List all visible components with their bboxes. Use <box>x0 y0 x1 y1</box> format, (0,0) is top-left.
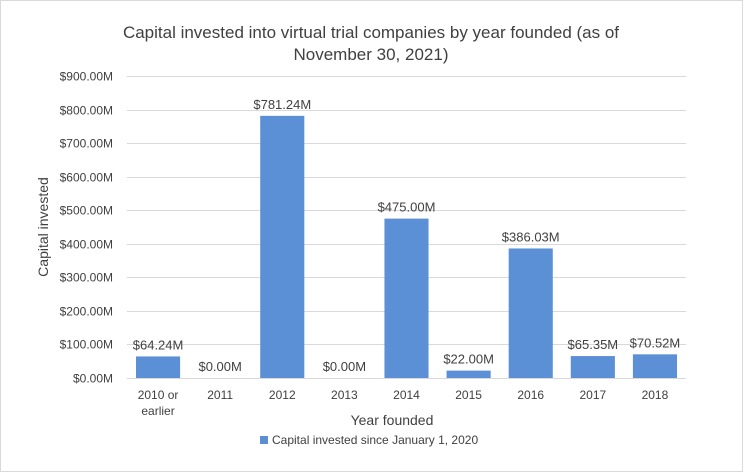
bar <box>136 356 181 378</box>
bar <box>384 218 429 378</box>
x-axis-ticks: 2010 or earlier 2011 2012 2013 2014 2015 2016 20… <box>138 388 669 418</box>
chart-title-line-1: Capital invested into virtual trial comp… <box>123 23 619 42</box>
data-label: $64.24M <box>133 337 184 352</box>
x-tick-label: 2013 <box>331 388 358 402</box>
x-tick-label: earlier <box>141 404 174 418</box>
data-labels: $64.24M $0.00M $781.24M $0.00M $475.00M $22.0… <box>133 97 680 374</box>
bar <box>446 370 491 378</box>
x-tick-label: 2010 or <box>138 388 179 402</box>
x-tick-label: 2017 <box>579 388 606 402</box>
chart-title: Capital invested into virtual trial comp… <box>123 23 619 64</box>
data-label: $0.00M <box>198 359 241 374</box>
y-tick-label: $100.00M <box>60 338 113 352</box>
x-tick-label: 2012 <box>269 388 296 402</box>
x-tick-label: 2011 <box>207 388 233 402</box>
y-tick-label: $0.00M <box>73 372 113 386</box>
data-label: $65.35M <box>568 337 619 352</box>
data-label: $70.52M <box>630 335 681 350</box>
y-tick-label: $700.00M <box>60 137 113 151</box>
data-label: $386.03M <box>502 229 560 244</box>
gridlines <box>127 76 686 379</box>
y-axis-ticks: $0.00M $100.00M $200.00M $300.00M $400.00M $5… <box>60 70 113 386</box>
y-tick-label: $600.00M <box>60 171 113 185</box>
bar <box>570 356 615 378</box>
x-axis-title: Year founded <box>351 412 434 428</box>
y-axis-title: Capital invested <box>35 177 51 277</box>
y-tick-label: $800.00M <box>60 104 113 118</box>
legend-swatch <box>260 436 268 444</box>
y-tick-label: $300.00M <box>60 271 113 285</box>
bars <box>136 115 677 378</box>
x-tick-label: 2014 <box>393 388 420 402</box>
data-label: $0.00M <box>323 359 366 374</box>
x-tick-label: 2018 <box>642 388 669 402</box>
bar <box>632 354 677 378</box>
chart-title-line-2: November 30, 2021) <box>294 45 449 64</box>
x-tick-label: 2015 <box>455 388 482 402</box>
data-label: $22.00M <box>443 352 494 367</box>
bar <box>508 248 553 378</box>
y-tick-label: $400.00M <box>60 238 113 252</box>
y-tick-label: $500.00M <box>60 204 113 218</box>
bar <box>260 115 305 378</box>
legend-label: Capital invested since January 1, 2020 <box>272 433 478 447</box>
y-tick-label: $900.00M <box>60 70 113 84</box>
legend: Capital invested since January 1, 2020 <box>260 433 478 447</box>
data-label: $475.00M <box>378 200 436 215</box>
y-tick-label: $200.00M <box>60 305 113 319</box>
data-label: $781.24M <box>253 97 311 112</box>
x-tick-label: 2016 <box>517 388 544 402</box>
